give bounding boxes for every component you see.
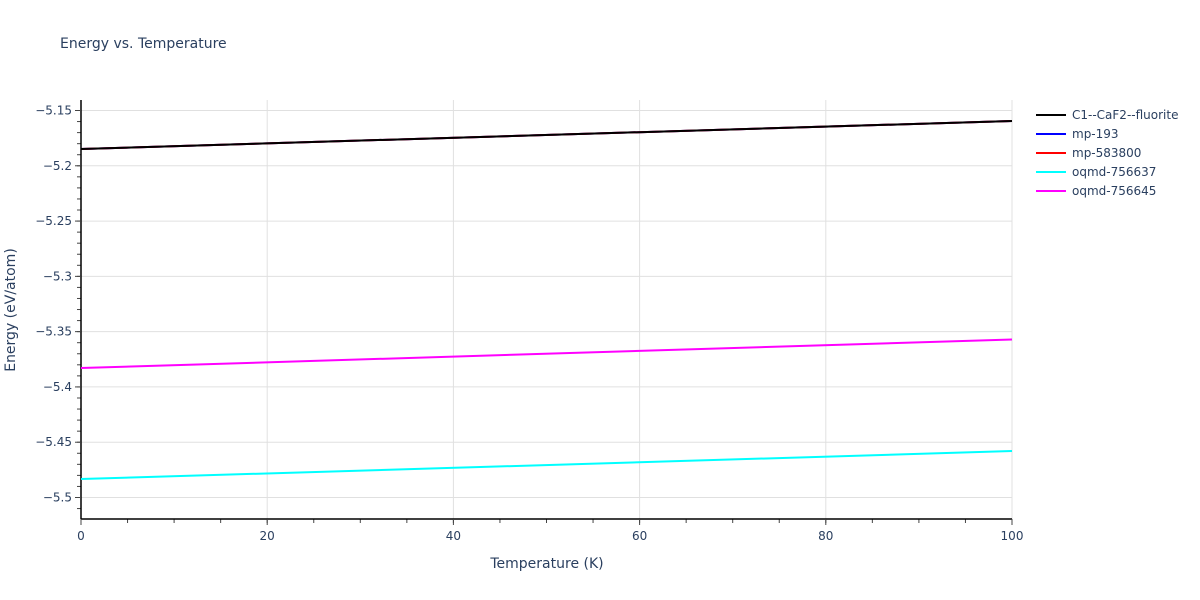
legend-item[interactable]: mp-193 <box>1036 124 1178 143</box>
legend-item[interactable]: oqmd-756645 <box>1036 181 1178 200</box>
series-lines <box>80 120 1013 481</box>
x-tick-label: 80 <box>818 529 833 543</box>
series-line-C1--CaF2--fluorite[interactable] <box>80 120 1013 150</box>
legend-line-icon <box>1036 151 1066 154</box>
y-tick-label: −5.45 <box>35 435 72 449</box>
legend-label: mp-193 <box>1072 126 1119 141</box>
axes <box>75 100 1013 525</box>
y-axis-title: Energy (eV/atom) <box>3 248 19 372</box>
x-axis-title: Temperature (K) <box>489 556 603 572</box>
y-tick-label: −5.25 <box>35 214 72 228</box>
y-tick-label: −5.35 <box>35 325 72 339</box>
legend: C1--CaF2--fluorite mp-193 mp-583800 oqmd-75… <box>1036 105 1178 200</box>
series-line-oqmd-756645[interactable] <box>80 338 1013 370</box>
legend-line-icon <box>1036 132 1066 135</box>
legend-line-icon <box>1036 189 1066 192</box>
legend-line-icon <box>1036 170 1066 173</box>
legend-label: mp-583800 <box>1072 145 1142 160</box>
legend-item[interactable]: mp-583800 <box>1036 143 1178 162</box>
y-tick-label: −5.5 <box>43 491 72 505</box>
x-tick-label: 40 <box>446 529 461 543</box>
chart-title: Energy vs. Temperature <box>60 36 227 52</box>
x-tick-label: 60 <box>632 529 647 543</box>
legend-label: oqmd-756637 <box>1072 164 1157 179</box>
x-tick-label: 100 <box>1001 529 1024 543</box>
x-tick-label: 20 <box>260 529 275 543</box>
y-tick-label: −5.15 <box>35 104 72 118</box>
legend-label: C1--CaF2--fluorite <box>1072 107 1179 122</box>
legend-line-icon <box>1036 113 1066 116</box>
y-tick-label: −5.4 <box>43 380 72 394</box>
y-tick-label: −5.2 <box>43 159 72 173</box>
y-tick-label: −5.3 <box>43 269 72 283</box>
grid-lines <box>81 100 1013 519</box>
minor-ticks <box>77 110 1013 523</box>
tick-labels: −5.15 −5.2 −5.25 −5.3 −5.35 −5.4 −5.45 −5.5 0 20 4… <box>35 104 1023 544</box>
legend-item[interactable]: oqmd-756637 <box>1036 162 1178 181</box>
x-tick-label: 0 <box>77 529 85 543</box>
series-line-oqmd-756637[interactable] <box>80 450 1013 481</box>
legend-item[interactable]: C1--CaF2--fluorite <box>1036 105 1178 124</box>
legend-label: oqmd-756645 <box>1072 183 1157 198</box>
